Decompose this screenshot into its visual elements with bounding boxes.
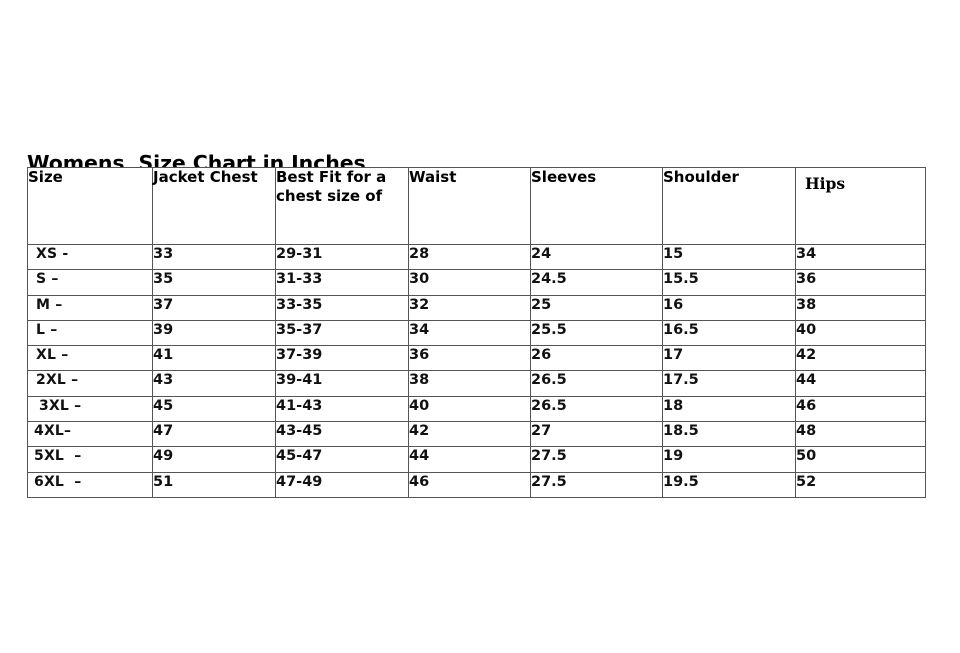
cell-hips: 36 (795, 269, 926, 296)
cell-waist: 40 (408, 395, 531, 423)
cell-hips: 48 (795, 421, 926, 448)
cell-best-fit: 37-39 (275, 345, 409, 372)
cell-best-fit: 41-43 (275, 395, 409, 423)
column-header-sleeves: Sleeves (530, 167, 663, 245)
cell-size: 4XL– (27, 421, 153, 448)
cell-waist: 30 (408, 269, 531, 296)
cell-jacket-chest: 43 (152, 370, 276, 397)
cell-jacket-chest: 45 (152, 395, 276, 423)
cell-sleeves: 26.5 (530, 395, 663, 423)
cell-size: 3XL – (27, 395, 153, 423)
cell-shoulder: 18 (662, 395, 796, 423)
cell-waist: 34 (408, 319, 531, 347)
table-row: 2XL –43 39-41 38 26.5 17.5 44 (27, 370, 926, 397)
cell-size: 2XL – (27, 370, 153, 397)
cell-jacket-chest: 37 (152, 294, 276, 321)
cell-sleeves: 27 (530, 421, 663, 448)
column-header-size: Size (27, 167, 153, 245)
cell-hips: 50 (795, 446, 926, 473)
cell-sleeves: 24.5 (530, 269, 663, 296)
size-chart-table: Size Jacket Chest Best Fit for a chest s… (27, 167, 926, 498)
cell-hips: 42 (795, 345, 926, 372)
cell-best-fit: 45-47 (275, 446, 409, 473)
cell-size: XL – (27, 345, 153, 372)
cell-size: S – (27, 269, 153, 296)
size-chart-table-container: Size Jacket Chest Best Fit for a chest s… (27, 167, 926, 498)
cell-sleeves: 25.5 (530, 319, 663, 347)
cell-best-fit: 43-45 (275, 421, 409, 448)
cell-hips: 46 (795, 395, 926, 423)
cell-jacket-chest: 49 (152, 446, 276, 473)
table-row: 5XL –49 45-47 44 27.5 19 50 (27, 446, 926, 473)
cell-hips: 40 (795, 319, 926, 347)
cell-jacket-chest: 51 (152, 471, 276, 498)
column-header-shoulder: Shoulder (662, 167, 796, 245)
cell-size: 6XL – (27, 471, 153, 498)
cell-shoulder: 17 (662, 345, 796, 372)
cell-hips: 52 (795, 471, 926, 498)
cell-sleeves: 25 (530, 294, 663, 321)
table-row: 4XL– 47 43-45 42 27 18.5 48 (27, 421, 926, 448)
cell-waist: 28 (408, 243, 531, 271)
cell-waist: 44 (408, 446, 531, 473)
cell-waist: 32 (408, 294, 531, 321)
cell-shoulder: 17.5 (662, 370, 796, 397)
cell-best-fit: 47-49 (275, 471, 409, 498)
table-row: XS -33 29-31 28 24 15 34 (27, 243, 926, 271)
cell-best-fit: 35-37 (275, 319, 409, 347)
table-row: XL –41 37-39 36 26 17 42 (27, 345, 926, 372)
cell-sleeves: 27.5 (530, 471, 663, 498)
cell-size: M – (27, 294, 153, 321)
cell-waist: 36 (408, 345, 531, 372)
cell-best-fit: 33-35 (275, 294, 409, 321)
cell-shoulder: 19.5 (662, 471, 796, 498)
cell-sleeves: 26.5 (530, 370, 663, 397)
cell-jacket-chest: 33 (152, 243, 276, 271)
table-row: S –35 31-33 30 24.5 15.5 36 (27, 269, 926, 296)
cell-jacket-chest: 41 (152, 345, 276, 372)
cell-hips: 44 (795, 370, 926, 397)
column-header-best-fit: Best Fit for a chest size of (275, 167, 409, 245)
cell-waist: 42 (408, 421, 531, 448)
table-body: XS -33 29-31 28 24 15 34 S –35 31-33 30 24.5 15.5 3… (27, 243, 926, 498)
cell-best-fit: 39-41 (275, 370, 409, 397)
cell-best-fit: 29-31 (275, 243, 409, 271)
cell-jacket-chest: 35 (152, 269, 276, 296)
cell-shoulder: 15 (662, 243, 796, 271)
cell-shoulder: 16 (662, 294, 796, 321)
cell-shoulder: 18.5 (662, 421, 796, 448)
cell-shoulder: 16.5 (662, 319, 796, 347)
cell-size: 5XL – (27, 446, 153, 473)
cell-size: L – (27, 319, 153, 347)
table-row: L –39 35-37 34 25.5 16.5 40 (27, 319, 926, 347)
cell-sleeves: 24 (530, 243, 663, 271)
cell-shoulder: 19 (662, 446, 796, 473)
cell-best-fit: 31-33 (275, 269, 409, 296)
table-row: M –37 33-35 32 25 16 38 (27, 294, 926, 321)
column-header-waist: Waist (408, 167, 531, 245)
cell-waist: 46 (408, 471, 531, 498)
column-header-jacket-chest: Jacket Chest (152, 167, 276, 245)
table-header-row: Size Jacket Chest Best Fit for a chest s… (27, 167, 926, 245)
cell-shoulder: 15.5 (662, 269, 796, 296)
table-row: 6XL –51 47-49 46 27.5 19.5 52 (27, 471, 926, 498)
cell-waist: 38 (408, 370, 531, 397)
cell-sleeves: 27.5 (530, 446, 663, 473)
cell-jacket-chest: 39 (152, 319, 276, 347)
cell-jacket-chest: 47 (152, 421, 276, 448)
column-header-hips: Hips (795, 167, 926, 245)
cell-sleeves: 26 (530, 345, 663, 372)
cell-size: XS - (27, 243, 153, 271)
cell-hips: 34 (795, 243, 926, 271)
table-row: 3XL –45 41-43 40 26.5 18 46 (27, 395, 926, 423)
cell-hips: 38 (795, 294, 926, 321)
